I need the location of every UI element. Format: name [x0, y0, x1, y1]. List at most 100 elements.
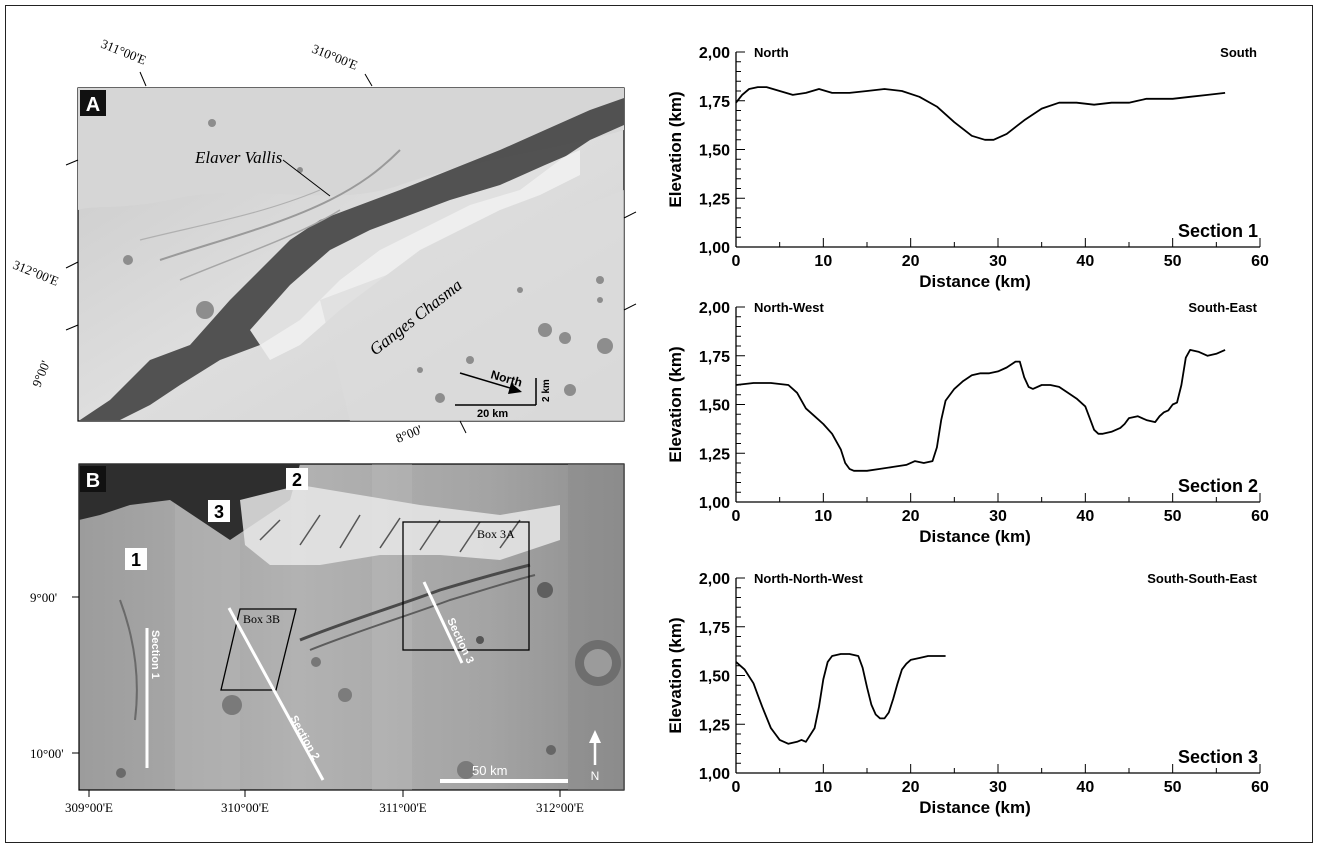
profile-end-direction: South [1220, 45, 1257, 60]
x-tick-label: 50 [1164, 508, 1182, 525]
elevation-profile-line [735, 86, 1226, 141]
panel-a-chasma-floor [320, 190, 624, 421]
section-title: Section 3 [1178, 747, 1258, 767]
site-2-marker [286, 468, 308, 490]
y-tick-label: 1,50 [699, 669, 730, 686]
y-axis-title: Elevation (km) [666, 617, 685, 733]
panel-b-lat-label-10: 10°00' [30, 746, 64, 761]
x-tick-label: 30 [989, 508, 1007, 525]
panel-a-graticule-ticks [65, 71, 637, 434]
panel-b-channel [299, 563, 531, 642]
y-tick-label: 1,25 [699, 717, 730, 734]
profile-start-direction: North [754, 45, 789, 60]
y-tick-label: 1,50 [699, 398, 730, 415]
x-tick-label: 20 [902, 779, 920, 796]
site-1-marker [125, 548, 147, 570]
panel-a-scale-vertical-label: 2 km [541, 379, 552, 402]
panel-b-lon-label-309: 309°00'E [65, 800, 113, 815]
panel-a-label: A [86, 94, 100, 116]
x-tick-label: 60 [1251, 508, 1269, 525]
x-tick-label: 50 [1164, 779, 1182, 796]
section-1-map-label: Section 1 [149, 630, 161, 679]
x-tick-label: 40 [1076, 779, 1094, 796]
box-3a [402, 521, 530, 651]
x-tick-label: 40 [1076, 508, 1094, 525]
panel-b-channel [119, 599, 138, 721]
x-tick-label: 40 [1076, 253, 1094, 270]
panel-a-map: A Elaver Vallis Ganges Chasma North 20 k… [11, 36, 637, 446]
site-1-label: 1 [131, 550, 141, 570]
panel-b-lon-label-311: 311°00'E [379, 800, 427, 815]
elevation-profile-line [735, 653, 946, 745]
section-3-line [422, 581, 464, 664]
y-tick-label: 1,00 [699, 240, 730, 257]
panel-b-label-box [80, 466, 106, 492]
x-tick-label: 0 [732, 779, 741, 796]
x-tick-label: 20 [902, 508, 920, 525]
profile-end-direction: South-South-East [1147, 571, 1257, 586]
panel-a-north-arrowhead [508, 383, 522, 394]
y-tick-label: 1,00 [699, 495, 730, 512]
panel-b-escarpment-bright [240, 485, 560, 565]
y-tick-label: 2,00 [699, 300, 730, 317]
y-tick-label: 1,25 [699, 446, 730, 463]
profile-end-direction: South-East [1188, 300, 1257, 315]
panel-b-lon-label-312: 312°00'E [536, 800, 584, 815]
x-tick-label: 60 [1251, 779, 1269, 796]
x-tick-label: 10 [814, 253, 832, 270]
panel-b-north-arrowhead [589, 730, 601, 743]
panel-b-graticule-ticks [72, 596, 561, 797]
site-3-label: 3 [214, 502, 224, 522]
box-3b [220, 608, 297, 691]
x-tick-label: 0 [732, 508, 741, 525]
y-tick-label: 1,75 [699, 620, 730, 637]
box-3a-label: Box 3A [477, 527, 515, 541]
y-tick-label: 1,00 [699, 766, 730, 783]
panel-b-craters [116, 582, 621, 779]
panel-a-craters [123, 119, 613, 403]
y-tick-label: 2,00 [699, 45, 730, 62]
site-2-label: 2 [292, 470, 302, 490]
panel-b-lon-label-310: 310°00'E [221, 800, 269, 815]
x-tick-label: 10 [814, 508, 832, 525]
box-3b-label: Box 3B [243, 612, 280, 626]
section-title: Section 1 [1178, 221, 1258, 241]
panel-b-lat-label-9: 9°00' [30, 590, 57, 605]
elevation-profile-line [735, 349, 1226, 472]
y-tick-label: 1,75 [699, 94, 730, 111]
panel-b-north-label: N [591, 769, 600, 783]
figure-frame [5, 5, 1313, 843]
y-axis-title: Elevation (km) [666, 91, 685, 207]
elaver-vallis-label: Elaver Vallis [194, 148, 283, 167]
y-tick-label: 1,50 [699, 143, 730, 160]
y-tick-label: 2,00 [699, 571, 730, 588]
panel-a-plateau [78, 88, 624, 210]
panel-a-label-box [80, 90, 106, 116]
x-axis-title: Distance (km) [919, 798, 1030, 817]
x-tick-label: 30 [989, 253, 1007, 270]
x-axis-title: Distance (km) [919, 527, 1030, 546]
section-2-line [227, 607, 325, 781]
section-title: Section 2 [1178, 476, 1258, 496]
panel-b-map: 1 2 3 Box 3A Box 3B Section 1 Section 2 … [30, 463, 625, 815]
profile-start-direction: North-West [754, 300, 824, 315]
x-tick-label: 10 [814, 779, 832, 796]
panel-a-channel [159, 149, 401, 261]
panel-a-channel [139, 189, 321, 241]
x-tick-label: 30 [989, 779, 1007, 796]
profile-start-direction: North-North-West [754, 571, 863, 586]
x-axis-title: Distance (km) [919, 272, 1030, 291]
x-tick-label: 20 [902, 253, 920, 270]
elaver-vallis-leader [282, 159, 331, 197]
panel-a-channel [179, 209, 341, 281]
y-axis-title: Elevation (km) [666, 346, 685, 462]
x-tick-label: 0 [732, 253, 741, 270]
x-tick-label: 60 [1251, 253, 1269, 270]
y-tick-label: 1,25 [699, 191, 730, 208]
panel-b-label: B [86, 470, 100, 492]
panel-b-channel [309, 574, 536, 651]
panel-b-escarpment-ridges [259, 514, 521, 553]
